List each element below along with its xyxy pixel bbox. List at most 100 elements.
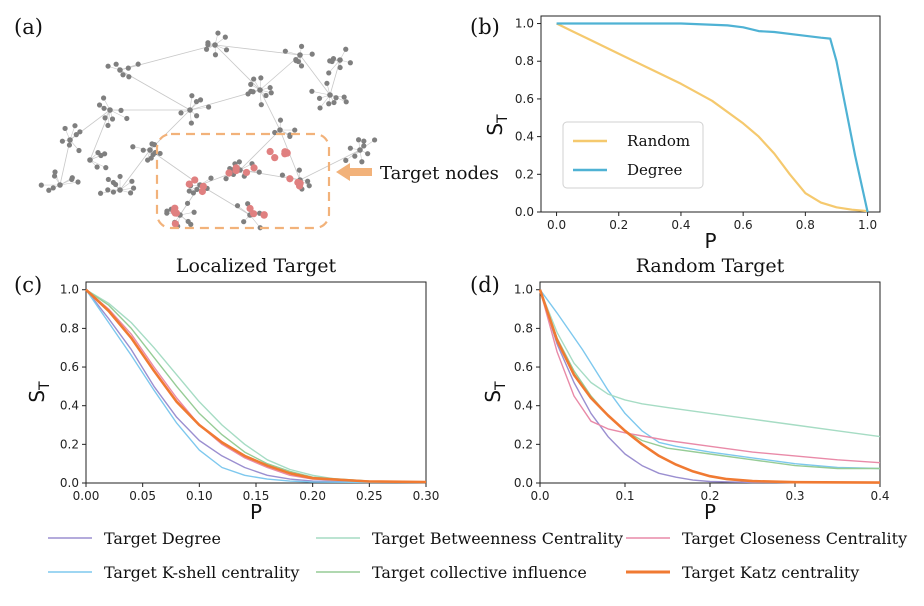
y-tick-label: 0.2	[514, 437, 533, 451]
network-node	[130, 185, 137, 191]
network-node	[212, 42, 218, 48]
network-node	[296, 167, 302, 173]
x-tick-label: 0.0	[547, 218, 566, 232]
x-tick-label: 0.6	[734, 218, 753, 232]
x-tick-label: 0.25	[356, 489, 383, 503]
target-node	[266, 147, 274, 156]
network-node	[87, 157, 93, 163]
network-node	[51, 173, 58, 179]
network-node	[327, 92, 333, 98]
network-node	[343, 157, 349, 163]
network-node	[135, 61, 141, 67]
legend-label: Target K-shell centrality	[104, 563, 299, 582]
network-node	[75, 179, 81, 185]
network-node	[347, 145, 353, 151]
y-tick-label: 0.8	[515, 54, 534, 68]
y-tick-label: 0.2	[60, 437, 79, 451]
network-node	[298, 63, 305, 69]
target-node	[246, 204, 254, 213]
target-node	[232, 164, 240, 172]
series-line	[538, 289, 881, 484]
network-node	[94, 164, 100, 170]
chart-panel-c: 0.00 0.05 0.10 0.15 0.20 0.25 0.30 0.0 0.2 0.4 0.6…	[25, 255, 439, 524]
series-line	[85, 289, 426, 483]
target-node	[295, 182, 304, 190]
network-node	[277, 127, 283, 133]
network-node	[112, 181, 119, 188]
y-tick-label: 1.0	[60, 283, 79, 297]
network-node	[191, 209, 197, 215]
network-node	[189, 93, 195, 99]
network-node	[277, 117, 284, 123]
network-node	[109, 116, 116, 122]
target-node	[250, 164, 258, 172]
network-node	[337, 57, 343, 63]
network-node	[236, 159, 242, 165]
network-node	[59, 138, 65, 144]
series-line	[539, 289, 881, 438]
network-node	[287, 133, 293, 140]
network-node	[105, 187, 111, 193]
network-node	[347, 60, 353, 66]
series-line	[85, 289, 427, 483]
network-node	[66, 142, 73, 148]
target-node	[191, 176, 199, 184]
network-node	[187, 107, 193, 113]
network-node	[117, 67, 123, 73]
network-node	[101, 95, 107, 101]
target-node	[171, 220, 179, 228]
network-node	[105, 122, 111, 129]
network-node	[101, 105, 107, 111]
legend-label: Target collective influence	[372, 563, 587, 582]
network-node	[117, 173, 123, 180]
x-tick-label: 0.10	[186, 489, 213, 503]
network-node	[38, 182, 44, 188]
network-node	[316, 95, 323, 101]
network-node	[293, 57, 299, 63]
network-node	[256, 169, 262, 175]
network-node	[267, 85, 273, 91]
target-region-box	[155, 132, 331, 230]
network-node	[268, 90, 274, 96]
y-tick-label: 0.6	[514, 360, 533, 374]
network-node	[57, 182, 63, 188]
target-node	[185, 180, 193, 188]
network-node	[127, 190, 134, 196]
panel-label-c: (c)	[14, 273, 42, 297]
network-node	[365, 151, 371, 157]
x-axis-label: P	[250, 500, 262, 524]
x-tick-label: 1.0	[858, 218, 877, 232]
network-node	[52, 169, 58, 175]
y-axis-label: ST	[481, 381, 509, 403]
network-node	[326, 101, 332, 107]
network-node	[124, 115, 130, 122]
x-tick-label: 0.0	[530, 489, 549, 503]
network-node	[251, 76, 257, 82]
network-node	[76, 147, 82, 154]
x-tick-label: 0.15	[243, 489, 270, 503]
legend-box	[562, 121, 704, 189]
y-tick-label: 0.6	[515, 92, 534, 106]
network-node	[50, 185, 56, 191]
target-node	[283, 149, 291, 157]
network-node	[331, 99, 337, 106]
network-node	[96, 102, 103, 108]
network-node	[258, 75, 264, 81]
network-node	[352, 153, 358, 159]
x-tick-label: 0.05	[129, 489, 156, 503]
target-node	[242, 168, 251, 177]
network-node	[113, 61, 119, 67]
network-node	[117, 187, 123, 193]
network-node	[317, 105, 323, 111]
chart-b-legend: Random Degree	[562, 121, 704, 189]
series-line	[539, 289, 880, 484]
series-line	[85, 288, 427, 484]
network-node	[250, 89, 256, 95]
network-node	[149, 141, 155, 147]
network-node	[327, 58, 333, 64]
x-tick-label: 0.30	[413, 489, 440, 503]
network-node	[292, 127, 298, 133]
chart-panel-d: 0.0 0.1 0.2 0.3 0.4 0.0 0.2 0.4 0.6 0.8 1.0 P ST Rand…	[481, 255, 890, 524]
target-node	[171, 204, 179, 212]
